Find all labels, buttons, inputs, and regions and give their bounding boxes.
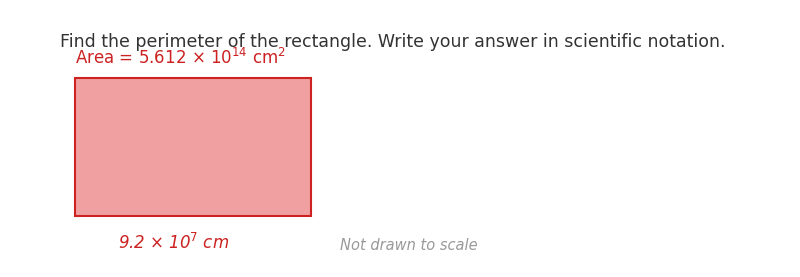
Text: Area = 5.612 $\times$ 10$^{14}$ cm$^{2}$: Area = 5.612 $\times$ 10$^{14}$ cm$^{2}$ <box>75 48 286 68</box>
Text: Find the perimeter of the rectangle. Write your answer in scientific notation.: Find the perimeter of the rectangle. Wri… <box>60 33 726 51</box>
Bar <box>75 78 311 216</box>
Text: Not drawn to scale: Not drawn to scale <box>340 238 478 253</box>
Text: 9.2 $\times$ 10$^{7}$ cm: 9.2 $\times$ 10$^{7}$ cm <box>118 233 230 253</box>
